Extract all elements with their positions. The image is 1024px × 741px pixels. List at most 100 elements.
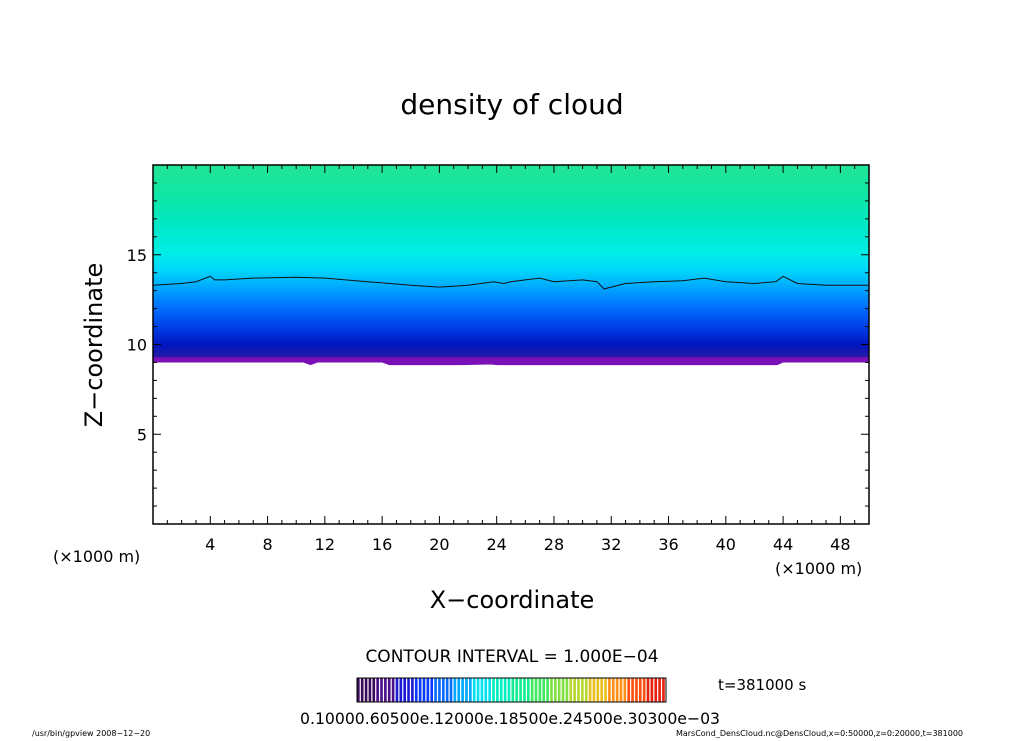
y-axis-label: Z−coordinate: [80, 263, 108, 428]
colorbar-cell: [434, 678, 437, 702]
colorbar-cell: [573, 678, 576, 702]
contour-line: [152, 275, 869, 290]
colorbar-cell: [623, 678, 627, 702]
x-tick-label: 12: [315, 535, 335, 554]
colorbar-cell: [418, 678, 422, 702]
colorbar-cell: [364, 678, 368, 702]
colorbar-cell: [453, 678, 457, 702]
colorbar-cell: [449, 678, 453, 702]
colorbar-cell: [542, 678, 546, 702]
colorbar-cell: [476, 678, 480, 702]
colorbar-cell: [588, 678, 592, 702]
colorbar-cell: [553, 678, 557, 702]
colorbar-cell: [414, 678, 418, 702]
colorbar-cell: [619, 678, 623, 702]
colorbar-cell: [441, 678, 445, 702]
colorbar-cell: [426, 678, 430, 702]
colorbar-cell: [484, 678, 488, 702]
y-tick-label: 10: [127, 336, 147, 355]
y-tick-label: 5: [137, 425, 147, 444]
colorbar-cell: [662, 678, 665, 702]
colorbar-cell: [407, 678, 410, 702]
contour-interval-text: CONTOUR INTERVAL = 1.000E−04: [365, 647, 658, 667]
colorbar-cell: [615, 678, 619, 702]
x-tick-label: 40: [716, 535, 736, 554]
x-tick-label: 4: [205, 535, 215, 554]
colorbar-cell: [642, 678, 646, 702]
colorbar-cell: [499, 678, 503, 702]
colorbar-cell: [507, 678, 511, 702]
colorbar-cell: [608, 678, 611, 702]
colorbar-cell: [530, 678, 534, 702]
x-tick-label: 48: [830, 535, 850, 554]
plot-area: [152, 164, 870, 525]
colorbar-tick-labels: 0.10000.60500e.12000e.18500e.24500e.3030…: [300, 709, 720, 728]
colorbar-cell: [422, 678, 426, 702]
colorbar-cell: [596, 678, 600, 702]
colorbar-cell: [496, 678, 499, 702]
y-tick-label: 15: [127, 246, 147, 265]
colorbar-cell: [457, 678, 461, 702]
x-axis-unit-right: (×1000 m): [775, 559, 862, 578]
colorbar-cell: [557, 678, 561, 702]
cloud-density-field: [153, 165, 869, 363]
colorbar-cell: [577, 678, 580, 702]
colorbar-cell: [511, 678, 515, 702]
chart-title: density of cloud: [400, 88, 623, 121]
x-tick-label: 16: [372, 535, 392, 554]
colorbar-cell: [372, 678, 376, 702]
colorbar-cell: [403, 678, 407, 702]
colorbar-cell: [638, 678, 642, 702]
cloud-base-edge: [153, 357, 869, 366]
colorbar-cell: [584, 678, 588, 702]
colorbar-cell: [604, 678, 607, 702]
x-tick-label: 36: [658, 535, 678, 554]
colorbar-cell: [550, 678, 553, 702]
colorbar-cell: [569, 678, 573, 702]
colorbar-cell: [430, 678, 434, 702]
time-label: t=381000 s: [718, 676, 806, 694]
colorbar-cell: [368, 678, 372, 702]
colorbar-cell: [658, 678, 661, 702]
colorbar-cell: [469, 678, 472, 702]
colorbar: [357, 678, 665, 702]
colorbar-cell: [519, 678, 522, 702]
colorbar-cell: [488, 678, 491, 702]
colorbar-cell: [395, 678, 399, 702]
footer-right: MarsCond_DensCloud.nc@DensCloud,x=0:5000…: [676, 729, 963, 738]
x-tick-label: 8: [262, 535, 272, 554]
colorbar-cell: [600, 678, 603, 702]
colorbar-cell: [480, 678, 484, 702]
colorbar-cell: [515, 678, 519, 702]
colorbar-cell: [635, 678, 638, 702]
colorbar-cell: [360, 678, 364, 702]
colorbar-cell: [611, 678, 615, 702]
colorbar-cell: [654, 678, 658, 702]
x-tick-label: 44: [773, 535, 793, 554]
colorbar-cell: [631, 678, 634, 702]
colorbar-cell: [546, 678, 549, 702]
colorbar-cell: [465, 678, 468, 702]
colorbar-cell: [538, 678, 542, 702]
x-tick-label: 24: [487, 535, 507, 554]
colorbar-cell: [523, 678, 526, 702]
colorbar-cell: [627, 678, 631, 702]
colorbar-cell: [380, 678, 383, 702]
x-tick-label: 32: [601, 535, 621, 554]
x-axis-label: X−coordinate: [430, 586, 595, 614]
colorbar-cell: [461, 678, 464, 702]
x-axis: 4 8 12 16 20 24 28 32 36 40 44 48: [166, 165, 856, 554]
colorbar-cell: [438, 678, 441, 702]
footer-left: /usr/bin/gpview 2008−12−20: [32, 729, 150, 738]
colorbar-cell: [391, 678, 395, 702]
colorbar-cell: [565, 678, 569, 702]
x-tick-label: 28: [544, 535, 564, 554]
colorbar-cell: [411, 678, 414, 702]
x-axis-unit-left: (×1000 m): [53, 547, 140, 566]
colorbar-cell: [526, 678, 530, 702]
x-tick-label: 20: [429, 535, 449, 554]
colorbar-cell: [561, 678, 565, 702]
colorbar-cell: [650, 678, 654, 702]
